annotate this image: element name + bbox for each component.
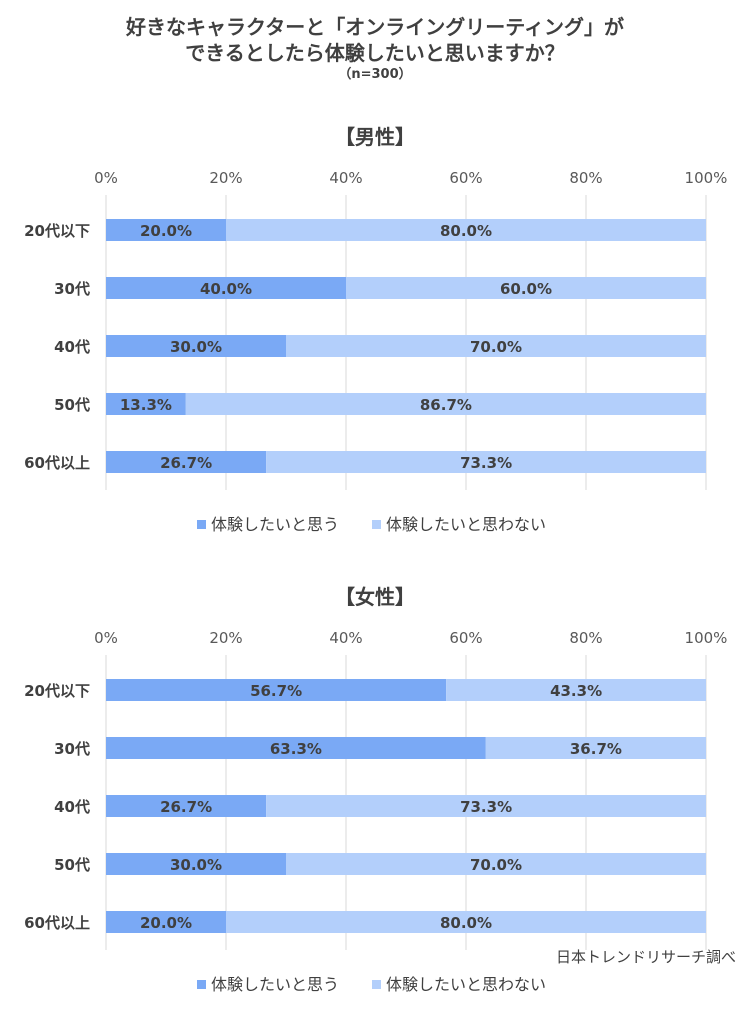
source-note: 日本トレンドリサーチ調べ — [555, 948, 736, 966]
female-x-tick-label: 80% — [569, 629, 602, 647]
female-x-tick-label: 100% — [685, 629, 728, 647]
male-chart-svg: 【男性】 0% 20% 40% 60% 80% 100% 20代以下 20.0% 80.0% 30代… — [24, 125, 728, 534]
male-category-label: 30代 — [54, 280, 90, 298]
female-legend-swatch — [372, 980, 381, 989]
female-bar-data-label: 20.0% — [140, 914, 192, 932]
male-category-label: 40代 — [54, 338, 90, 356]
male-bar-data-label: 80.0% — [440, 222, 492, 240]
female-x-tick-label: 40% — [329, 629, 362, 647]
male-category-label: 60代以上 — [24, 454, 90, 472]
male-legend-label: 体験したいと思う — [211, 515, 339, 534]
male-bar-yes — [106, 393, 186, 415]
male-bar-data-label: 30.0% — [170, 338, 222, 356]
female-bar-yes — [106, 679, 447, 701]
male-bar-yes — [106, 277, 346, 299]
male-bar-data-label: 20.0% — [140, 222, 192, 240]
male-x-tick-label: 60% — [449, 169, 482, 187]
female-bar-data-label: 56.7% — [250, 682, 302, 700]
female-category-label: 50代 — [54, 856, 90, 874]
chart-title-line-1: 好きなキャラクターと「オンライングリーティング」が — [126, 15, 624, 39]
male-x-tick-label: 80% — [569, 169, 602, 187]
male-bar-no — [185, 393, 707, 415]
male-legend-swatch — [372, 520, 381, 529]
chart-title-block: 好きなキャラクターと「オンライングリーティング」が できるとしたら体験したいと思… — [0, 14, 750, 84]
female-chart: 【女性】 0% 20% 40% 60% 80% 100% 20代以下 56.7% 43.3% 30代… — [0, 570, 750, 1012]
male-bar-data-label: 86.7% — [420, 396, 472, 414]
male-bar-yes — [106, 335, 286, 357]
female-bar-data-label: 63.3% — [270, 740, 322, 758]
male-bar-data-label: 13.3% — [120, 396, 172, 414]
male-bar-yes — [106, 219, 226, 241]
female-bar-data-label: 70.0% — [470, 856, 522, 874]
female-bar-no — [266, 795, 706, 817]
male-category-label: 20代以下 — [24, 222, 90, 240]
female-bar-data-label: 36.7% — [570, 740, 622, 758]
female-legend-label: 体験したいと思う — [211, 975, 339, 994]
male-bar-data-label: 40.0% — [200, 280, 252, 298]
female-bar-data-label: 73.3% — [460, 798, 512, 816]
chart-title-line-2: できるとしたら体験したいと思いますか？ — [185, 41, 565, 65]
female-x-tick-label: 0% — [94, 629, 118, 647]
male-x-tick-label: 20% — [209, 169, 242, 187]
female-bar-yes — [106, 795, 267, 817]
male-x-tick-label: 40% — [329, 169, 362, 187]
female-bar-no — [485, 737, 706, 759]
male-bar-data-label: 70.0% — [470, 338, 522, 356]
female-x-tick-label: 60% — [449, 629, 482, 647]
male-bar-no — [286, 335, 706, 357]
sample-size-label: （n=300） — [338, 67, 412, 82]
male-legend-swatch — [197, 520, 206, 529]
female-panel-title: 【女性】 — [335, 585, 415, 609]
female-category-label: 40代 — [54, 798, 90, 816]
female-bar-data-label: 26.7% — [160, 798, 212, 816]
female-bar-no — [226, 911, 706, 933]
male-bar-no — [266, 451, 706, 473]
male-bar-data-label: 26.7% — [160, 454, 212, 472]
female-category-label: 20代以下 — [24, 682, 90, 700]
male-category-label: 50代 — [54, 396, 90, 414]
female-category-label: 60代以上 — [24, 914, 90, 932]
female-legend-label: 体験したいと思わない — [386, 975, 546, 994]
female-category-label: 30代 — [54, 740, 90, 758]
female-bar-yes — [106, 853, 286, 875]
female-bar-data-label: 80.0% — [440, 914, 492, 932]
male-panel-title: 【男性】 — [335, 125, 415, 149]
female-bar-no — [446, 679, 706, 701]
male-x-tick-label: 0% — [94, 169, 118, 187]
male-bar-data-label: 73.3% — [460, 454, 512, 472]
female-bar-yes — [106, 911, 226, 933]
male-bar-data-label: 60.0% — [500, 280, 552, 298]
female-legend-swatch — [197, 980, 206, 989]
male-bar-no — [346, 277, 706, 299]
female-bar-no — [286, 853, 706, 875]
female-bar-yes — [106, 737, 486, 759]
male-chart: 【男性】 0% 20% 40% 60% 80% 100% 20代以下 20.0% 80.0% 30代… — [0, 110, 750, 550]
male-bar-no — [226, 219, 706, 241]
female-chart-svg: 【女性】 0% 20% 40% 60% 80% 100% 20代以下 56.7% 43.3% 30代… — [24, 585, 728, 994]
male-legend-label: 体験したいと思わない — [386, 515, 546, 534]
male-x-tick-label: 100% — [685, 169, 728, 187]
female-x-tick-label: 20% — [209, 629, 242, 647]
female-bar-data-label: 43.3% — [550, 682, 602, 700]
male-bar-yes — [106, 451, 267, 473]
female-bar-data-label: 30.0% — [170, 856, 222, 874]
